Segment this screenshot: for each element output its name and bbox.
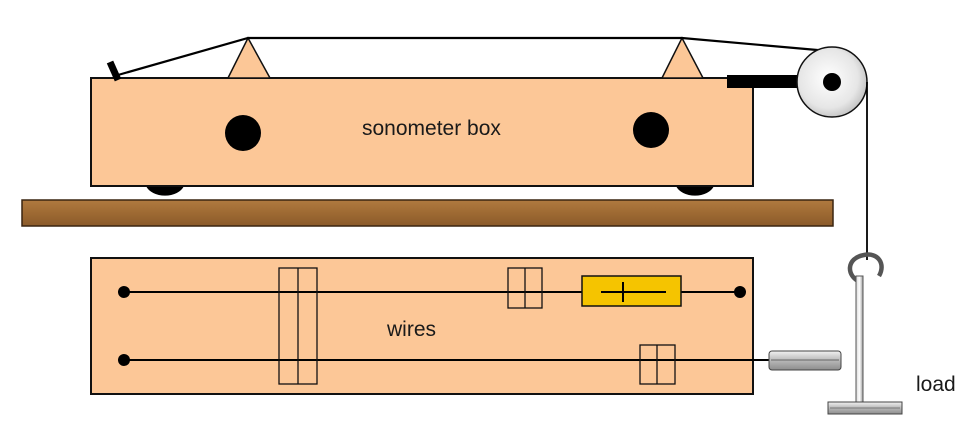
load-hook — [847, 252, 884, 285]
wire-upper-end-left — [118, 286, 130, 298]
box-foot-left — [146, 186, 184, 196]
label-wires: wires — [387, 318, 437, 341]
label-sonometer-box: sonometer box — [362, 117, 501, 140]
bridge-small-lower — [639, 344, 676, 385]
pulley-hub — [823, 73, 841, 91]
bridge-right — [660, 36, 705, 79]
bridge-long-top-view — [278, 267, 318, 385]
wire-lower-end-left — [118, 354, 130, 366]
wire-upper-end-right — [734, 286, 746, 298]
bridge-left — [226, 36, 272, 79]
load-hanger-rod — [855, 275, 864, 403]
wire-side-view — [117, 36, 841, 77]
sound-hole-right — [633, 112, 669, 148]
tuning-peg — [106, 60, 122, 82]
label-load: load — [916, 373, 956, 396]
bridge-small-upper — [507, 267, 543, 309]
sound-hole-left — [225, 115, 261, 151]
wooden-base-board — [21, 199, 834, 227]
box-foot-right — [676, 186, 714, 196]
